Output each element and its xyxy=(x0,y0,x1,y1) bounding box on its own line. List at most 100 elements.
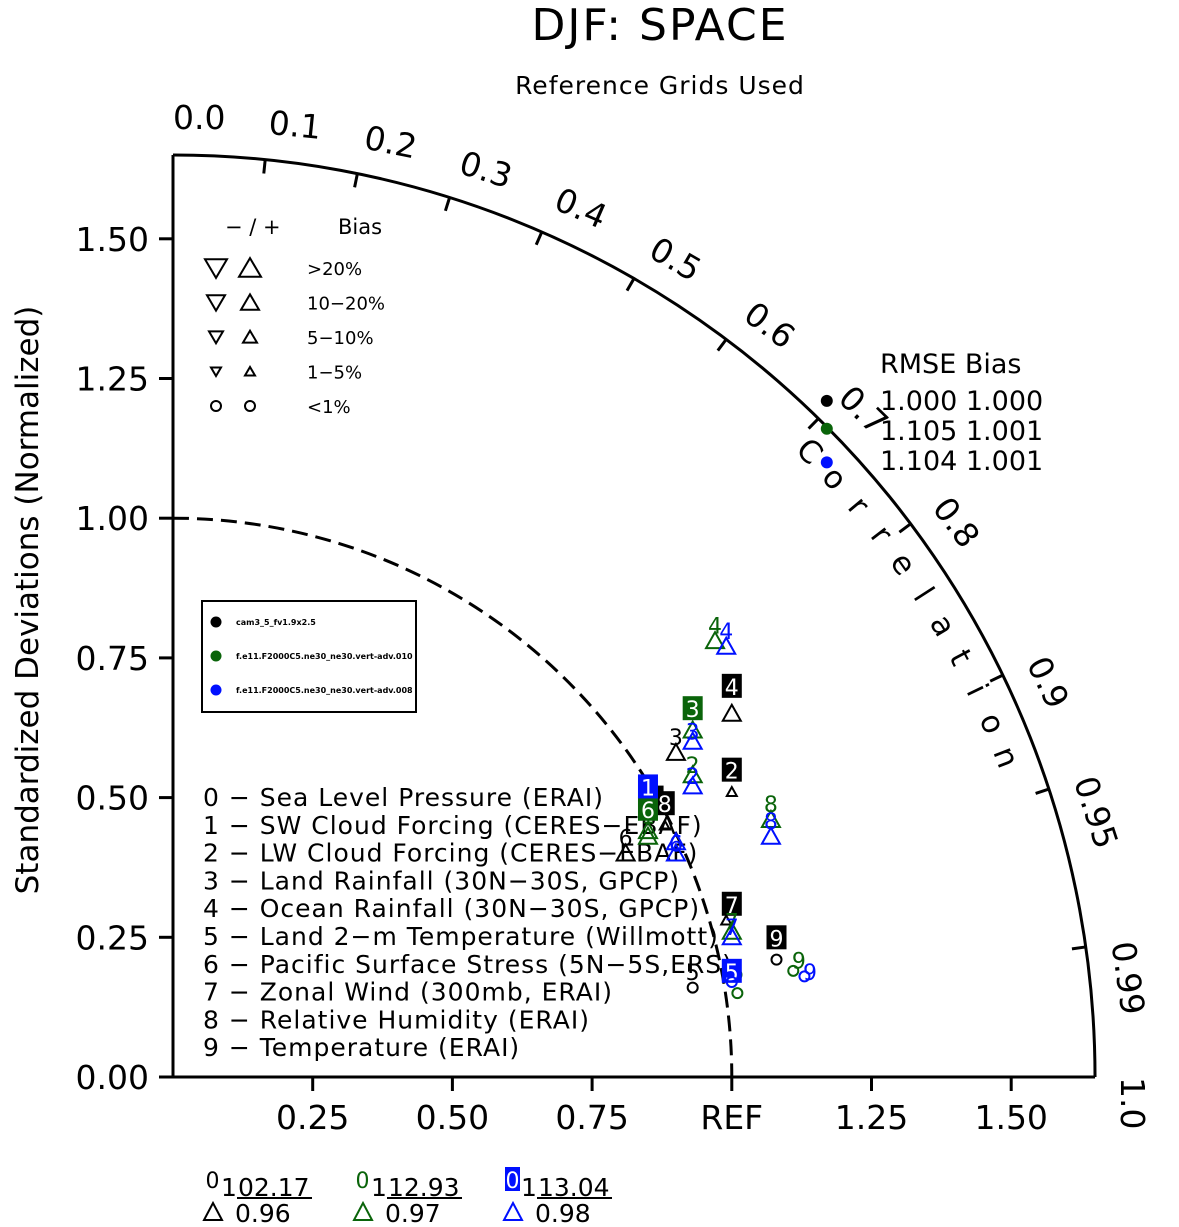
point-label: 3 xyxy=(686,698,700,723)
stat-index: 0 xyxy=(206,1169,220,1194)
bias-legend-header: Bias xyxy=(338,215,382,239)
variable-label: 2 − LW Cloud Forcing (CERES−EBAF) xyxy=(203,839,698,868)
x-tick-label: 0.50 xyxy=(416,1098,489,1137)
variable-label: 4 − Ocean Rainfall (30N−30S, GPCP) xyxy=(203,894,700,923)
tri-down-icon xyxy=(203,258,229,280)
bias-legend: − / + Bias >20% 10−20% 5−10% 1−5% <1% xyxy=(203,215,385,418)
variable-label: 9 − Temperature (ERAI) xyxy=(203,1033,520,1062)
corr-tick xyxy=(262,159,267,174)
point-label-box xyxy=(721,958,742,983)
series-legend-label: cam3_5_fv1.9x2.5 xyxy=(236,618,316,627)
point-label-box xyxy=(637,796,658,821)
point-marker-tri xyxy=(665,842,687,862)
variable-label: 5 − Land 2−m Temperature (Willmott) xyxy=(203,922,719,951)
variable-label: 3 − Land Rainfall (30N−30S, GPCP) xyxy=(203,866,680,895)
point-marker-tri xyxy=(704,630,726,650)
point-marker-tri xyxy=(681,764,704,784)
corr-tick-label: 0.99 xyxy=(1104,939,1153,1017)
y-tick-label: 1.00 xyxy=(76,499,149,538)
rmse-legend-row: 1.000 1.000 xyxy=(880,386,1043,417)
corr-tick xyxy=(1035,787,1050,795)
point-label: 8 xyxy=(764,810,778,835)
corr-tick xyxy=(443,196,452,212)
point-marker-tri xyxy=(715,635,737,655)
arc-label-char: i xyxy=(959,678,995,701)
point-marker-tri-small xyxy=(719,913,733,926)
arc-label-char: o xyxy=(815,459,854,497)
point-label-box xyxy=(682,696,703,721)
corr-tick xyxy=(898,522,912,534)
y-axis-label: Standardized Deviations (Normalized) xyxy=(10,306,46,895)
variable-label: 8 − Relative Humidity (ERAI) xyxy=(203,1005,590,1034)
stat-index: 0 xyxy=(356,1169,370,1194)
corr-tick-label: 1.0 xyxy=(1113,1077,1152,1129)
point-label: 9 xyxy=(770,927,784,952)
point-marker-tri xyxy=(637,820,659,840)
series-legend-dot xyxy=(210,616,222,628)
corr-tick-label: 0.3 xyxy=(455,143,517,196)
arc-label-char: o xyxy=(972,708,1013,740)
stat-value-2: 0.98 xyxy=(535,1199,591,1227)
variable-label: 7 − Zonal Wind (300mb, ERAI) xyxy=(203,978,613,1007)
x-tick-label: 0.75 xyxy=(555,1098,628,1137)
point-label-box xyxy=(721,673,742,698)
corr-tick-label: 0.4 xyxy=(549,180,613,237)
variable-list: 0 − Sea Level Pressure (ERAI)1 − SW Clou… xyxy=(203,783,733,1062)
point-label-box xyxy=(721,891,742,916)
series-legend-label: f.e11.F2000C5.ne30_ne30.vert-adv.010 xyxy=(236,652,413,661)
bias-legend-row: 10−20% xyxy=(307,294,385,315)
series-legend-dot xyxy=(210,684,222,696)
bottom-stats: 0 1 02.170.960 1 12.930.970 1 13.040.98 xyxy=(202,1167,612,1227)
arc-label-char: t xyxy=(941,644,978,672)
point-label: 5 xyxy=(686,961,700,986)
arc-label-char: r xyxy=(863,519,899,551)
circle-icon xyxy=(244,400,256,412)
bias-legend-row: <1% xyxy=(307,397,351,418)
series-legend: cam3_5_fv1.9x2.5 f.e11.F2000C5.ne30_ne30.… xyxy=(201,600,417,713)
arc-label-char: r xyxy=(840,490,876,523)
stat-index-box xyxy=(505,1167,520,1191)
point-label: 6 xyxy=(619,827,633,852)
tri-down-icon xyxy=(205,294,227,313)
y-tick-label: 0.50 xyxy=(76,779,149,818)
tri-up-icon xyxy=(237,256,263,278)
point-label: 4 xyxy=(725,676,739,701)
variable-label: 1 − SW Cloud Forcing (CERES−EBAF) xyxy=(203,811,703,840)
y-tick-label: 1.50 xyxy=(76,220,149,259)
corr-tick-label: 0.9 xyxy=(1019,650,1077,714)
point-marker-tri xyxy=(681,775,704,795)
y-tick-label: 0.00 xyxy=(76,1058,149,1097)
stat-tri-icon xyxy=(352,1200,374,1221)
tri-up-icon xyxy=(241,328,259,344)
tri-up-icon xyxy=(239,292,261,311)
point-label: 8 xyxy=(764,793,778,818)
point-label-box xyxy=(654,791,675,816)
rmse-legend-row: 1.104 1.001 xyxy=(880,446,1043,477)
variable-label: 0 − Sea Level Pressure (ERAI) xyxy=(203,783,604,812)
arc-label-char: e xyxy=(883,546,923,582)
corr-tick xyxy=(625,277,636,292)
y-tick-label: 1.25 xyxy=(76,360,149,399)
stat-count: 1 xyxy=(221,1173,237,1202)
x-tick-label: REF xyxy=(700,1098,763,1137)
corr-tick xyxy=(1071,945,1087,951)
corr-tick-label: 0.5 xyxy=(643,229,708,289)
point-marker-tri xyxy=(760,825,782,845)
x-tick-label: 0.25 xyxy=(276,1098,349,1137)
point-marker-tri xyxy=(721,702,743,722)
variable-label: 6 − Pacific Surface Stress (5N−5S,ERS) xyxy=(203,950,733,979)
point-label: 3 xyxy=(669,726,683,751)
point-marker-circle xyxy=(787,964,800,977)
data-points: 123456789123456789123456789 xyxy=(614,614,817,1000)
arc-label-char: l xyxy=(906,581,941,608)
corr-tick xyxy=(353,173,359,188)
point-label: 4 xyxy=(708,614,722,639)
corr-tick xyxy=(807,417,820,430)
tri-down-icon xyxy=(207,330,225,346)
corr-tick-label: 0.2 xyxy=(361,118,420,167)
point-marker-tri-small xyxy=(725,784,739,798)
corr-tick-label: 0.8 xyxy=(925,490,988,555)
point-label: 8 xyxy=(658,793,672,818)
point-marker-tri xyxy=(665,831,687,851)
